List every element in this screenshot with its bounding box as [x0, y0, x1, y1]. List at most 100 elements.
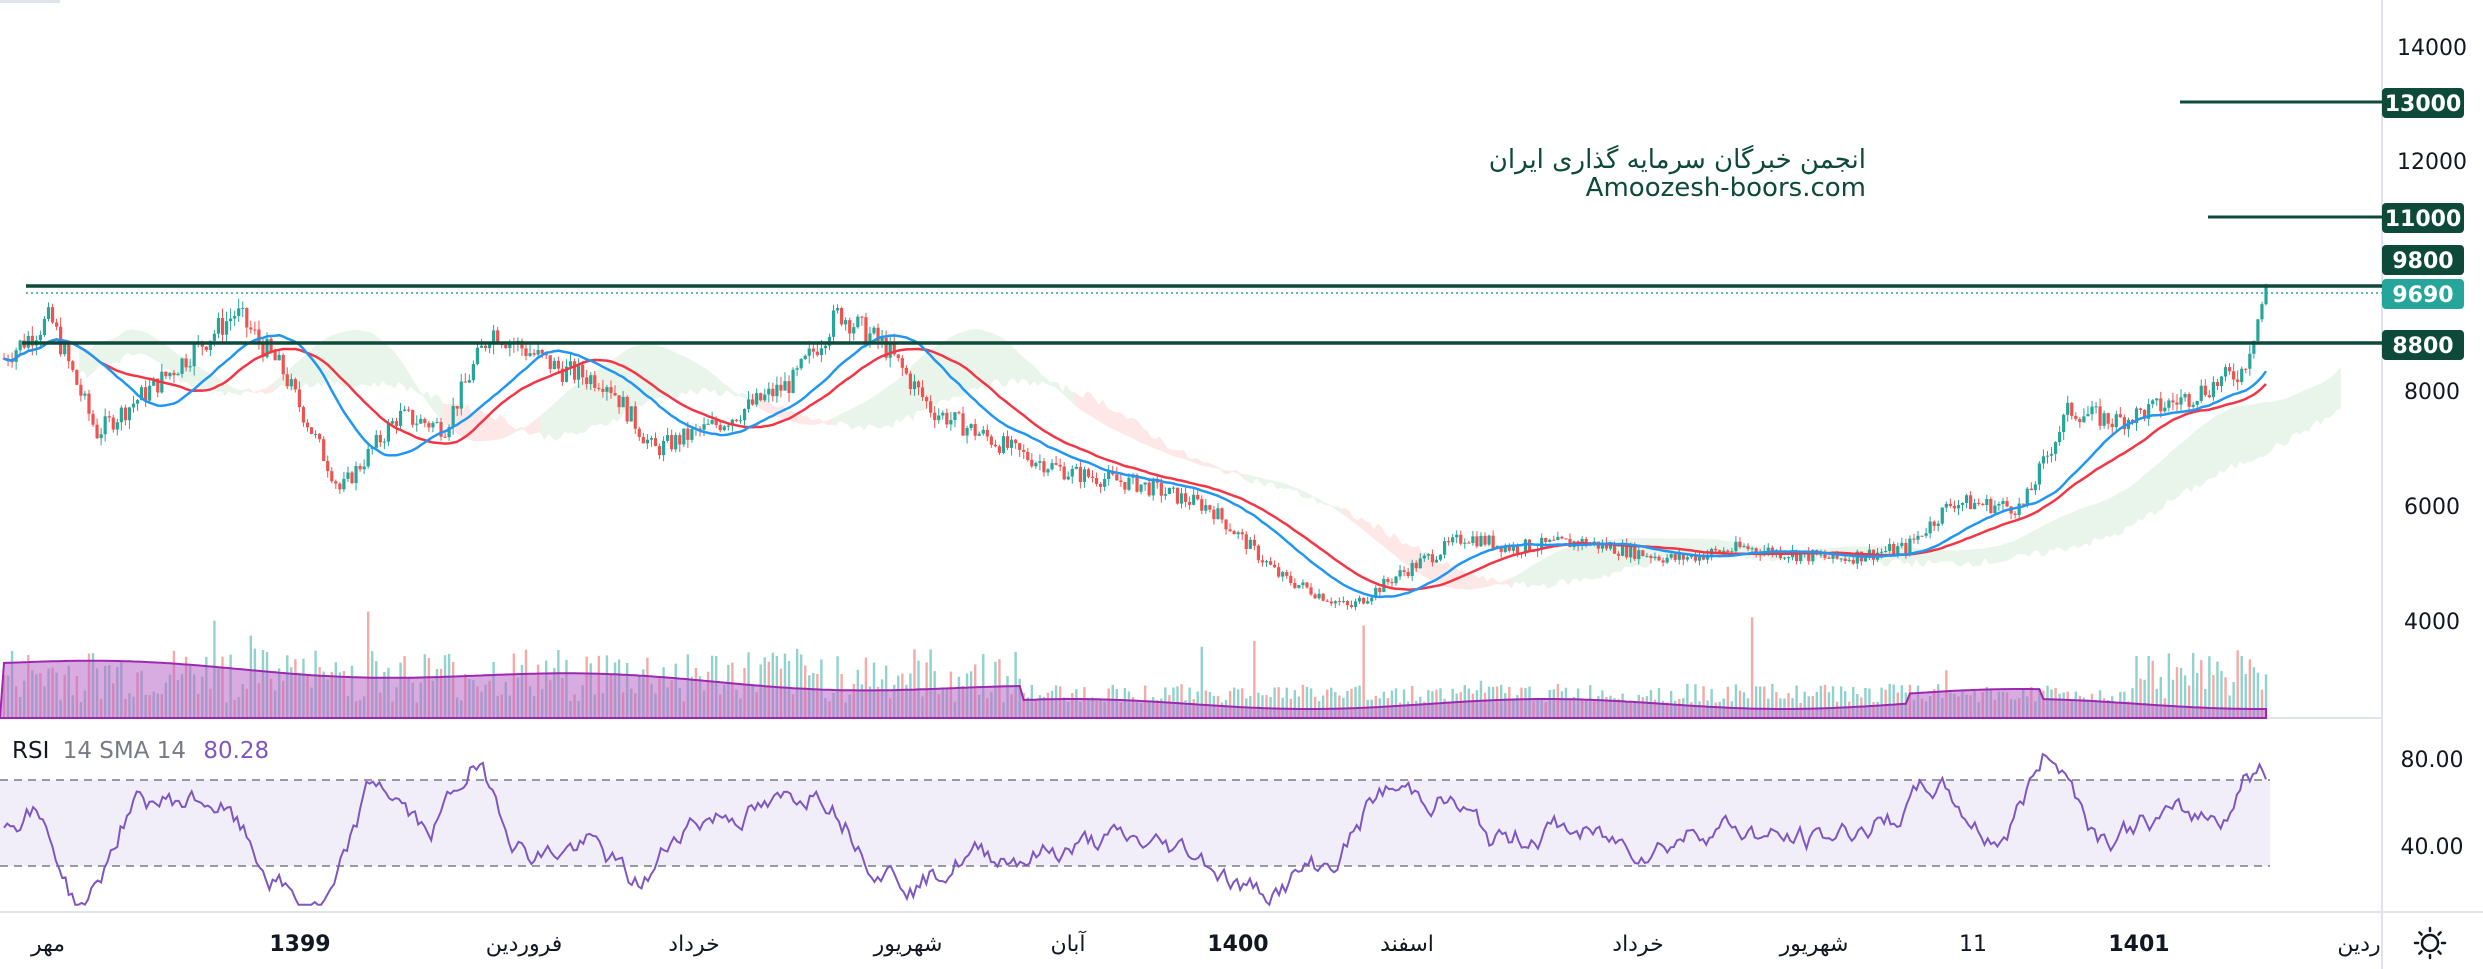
candle-body	[1981, 503, 1985, 506]
candle-body	[192, 344, 196, 367]
candle-body	[407, 409, 411, 411]
rsi-name: RSI	[12, 738, 49, 764]
volume-bar	[1726, 686, 1730, 718]
candle-body	[1438, 554, 1443, 560]
candle-body	[2021, 503, 2025, 505]
candle-body	[1313, 594, 1317, 599]
candle-body	[544, 353, 548, 356]
cloud-segment	[1390, 532, 1415, 571]
candle-body	[1216, 508, 1220, 520]
candle-body	[775, 384, 779, 397]
candle-body	[87, 393, 91, 414]
candle-body	[1479, 535, 1483, 547]
candle-body	[172, 372, 176, 376]
cloud-segment	[1462, 568, 1488, 590]
cloud-segment	[103, 330, 128, 366]
candle-body	[2155, 398, 2159, 401]
volume-bar	[1807, 696, 1810, 718]
candle-body	[965, 428, 969, 436]
settings-icon[interactable]	[2413, 926, 2447, 960]
volume-bar	[1852, 687, 1855, 718]
cloud-segment	[1074, 391, 1099, 422]
candle-body	[289, 379, 293, 387]
candle-body	[1005, 436, 1010, 448]
candle-body	[1273, 564, 1277, 568]
candle-body	[2106, 413, 2110, 424]
candle-body	[1633, 544, 1637, 560]
volume-bar	[1188, 687, 1191, 718]
candle-body	[2037, 463, 2041, 485]
volume-bar	[1257, 692, 1260, 718]
candle-body	[1455, 534, 1459, 538]
moving-average-blue	[3, 333, 2268, 599]
candle-body	[451, 405, 455, 427]
candle-body	[139, 387, 144, 401]
candle-body	[581, 364, 585, 378]
cloud-segment	[1025, 359, 1051, 387]
candle-body	[1366, 601, 1370, 604]
candle-body	[1099, 483, 1103, 487]
volume-bar	[2183, 675, 2187, 718]
top-left-handle	[0, 0, 60, 3]
cloud-segment	[540, 394, 565, 441]
candle-body	[1009, 439, 1014, 448]
candle-body	[475, 347, 480, 365]
candle-body	[463, 381, 467, 383]
volume-bar	[1232, 687, 1236, 718]
candle-body	[1042, 461, 1046, 473]
candle-body	[524, 348, 528, 356]
candle-body	[1641, 550, 1645, 557]
volume-bar	[2143, 679, 2146, 718]
candle-body	[2029, 488, 2033, 491]
candle-body	[1386, 578, 1390, 583]
candle-body	[354, 466, 358, 484]
candle-body	[1054, 463, 1058, 465]
candle-body	[1738, 541, 1742, 548]
candle-body	[1483, 535, 1487, 545]
rsi-legend: RSI 14 SMA 14 80.28	[12, 738, 269, 764]
candle-body	[330, 471, 334, 482]
candle-body	[1649, 555, 1653, 559]
candle-body	[326, 461, 330, 472]
volume-bar	[2232, 681, 2235, 718]
candle-body	[759, 393, 763, 401]
candle-body	[1799, 553, 1803, 562]
cloud-segment	[1535, 550, 1560, 589]
candle-body	[111, 417, 115, 430]
volume-bar	[2252, 667, 2256, 718]
candle-body	[1078, 466, 1082, 483]
candle-body	[55, 322, 59, 327]
candle-body	[872, 327, 876, 334]
candle-body	[706, 423, 710, 425]
volume-bar	[1321, 695, 1325, 718]
candle-body	[2219, 376, 2224, 386]
candle-body	[653, 438, 658, 447]
candle-body	[1082, 469, 1087, 483]
candle-body	[322, 439, 326, 462]
svg-text:9800: 9800	[2392, 249, 2453, 274]
candle-body	[1309, 587, 1313, 595]
candle-body	[1196, 494, 1200, 500]
candle-body	[2187, 393, 2191, 407]
candle-body	[2017, 503, 2021, 515]
candle-body	[1349, 605, 1354, 607]
candle-body	[1248, 539, 1252, 549]
cloud-segment	[1438, 561, 1463, 590]
candle-body	[204, 346, 208, 351]
cloud-segment	[2118, 476, 2143, 536]
candle-body	[856, 316, 860, 328]
candle-body	[131, 403, 136, 408]
candle-body	[645, 439, 649, 444]
candle-body	[1447, 541, 1451, 543]
candle-body	[1264, 561, 1269, 563]
candle-body	[492, 330, 496, 345]
candle-body	[1629, 544, 1633, 558]
candle-body	[904, 367, 908, 374]
candle-body	[1936, 523, 1940, 526]
candle-body	[1143, 482, 1147, 485]
candle-body	[1406, 571, 1410, 577]
candle-body	[1475, 536, 1479, 547]
candle-body	[1090, 476, 1095, 479]
candle-body	[1442, 541, 1447, 555]
